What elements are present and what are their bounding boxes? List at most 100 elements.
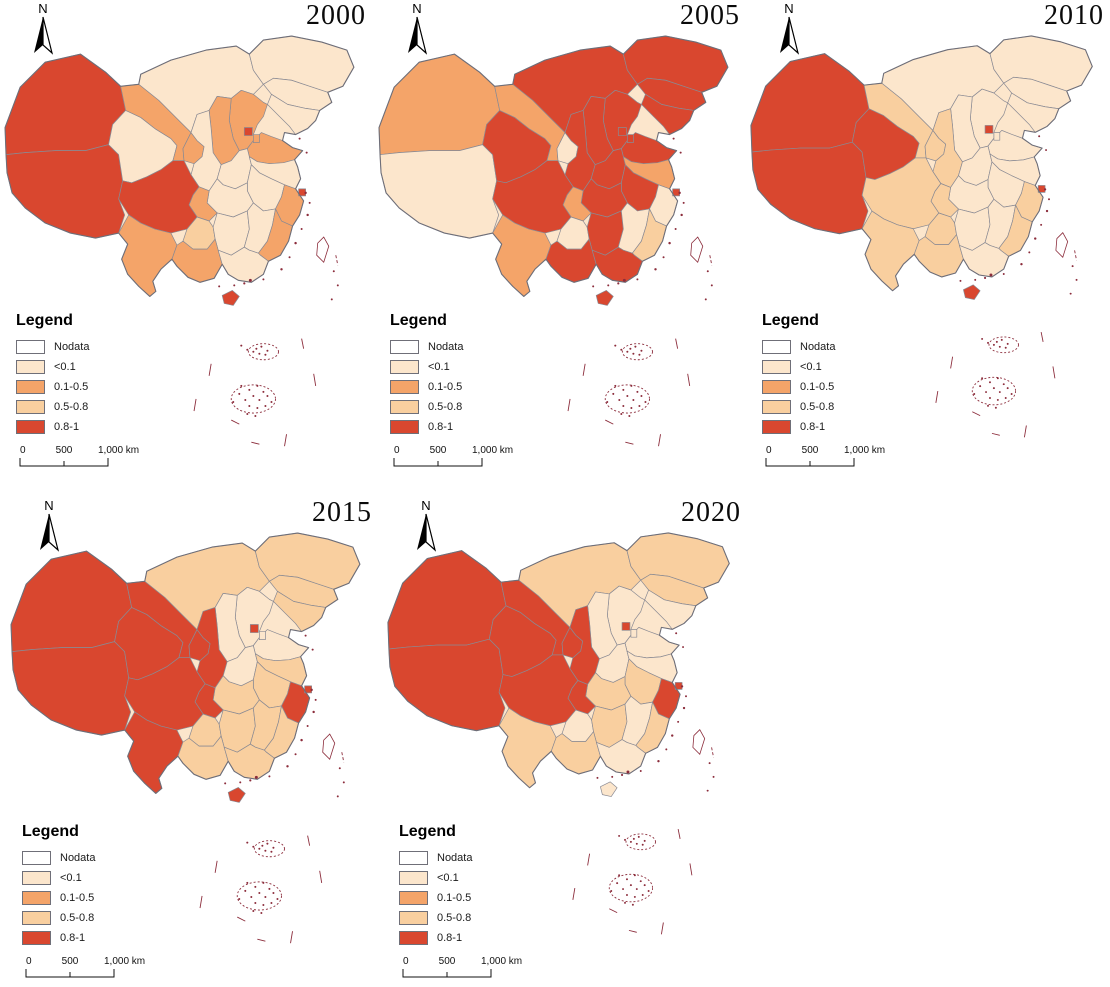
north-arrow-icon: [34, 16, 54, 55]
province-hainan: [963, 284, 981, 300]
legend-label: 0.5-0.8: [437, 912, 472, 924]
legend-swatch: [22, 891, 51, 905]
legend-item: 0.1-0.5: [16, 379, 166, 395]
map-area: [0, 32, 372, 464]
province-taiwan: [692, 729, 706, 756]
north-arrow: N: [400, 2, 434, 60]
legend-swatch: [762, 420, 791, 434]
china-choropleth-map: [378, 35, 729, 447]
legend-label: 0.1-0.5: [428, 381, 463, 393]
scale-bar: 0 500 1,000 km: [393, 445, 513, 467]
legend-swatch: [16, 360, 45, 374]
province-tianjin: [993, 131, 1001, 141]
north-label: N: [421, 498, 431, 513]
province-tibet: [751, 141, 869, 235]
scale-bar: 0 500 1,000 km: [25, 956, 145, 978]
province-layer: [378, 35, 729, 306]
scale-label-end: 1,000 km: [104, 956, 145, 967]
province-taiwan: [316, 236, 330, 263]
legend-swatch: [16, 340, 45, 354]
province-tianjin: [259, 631, 266, 640]
china-choropleth-map: [750, 35, 1093, 438]
legend-item: Nodata: [22, 850, 172, 866]
island-dashes: [193, 255, 339, 447]
map-panel-2010: N 2010: [746, 0, 1110, 485]
province-beijing: [243, 127, 253, 136]
legend-swatch: [16, 420, 45, 434]
scale-bar: 0 500 1,000 km: [765, 445, 885, 467]
island-dashes: [199, 752, 345, 944]
legend-item: 0.5-0.8: [22, 910, 172, 926]
legend-label: 0.8-1: [437, 932, 463, 944]
legend-swatch: [399, 891, 428, 905]
province-tianjin: [630, 628, 638, 638]
legend-item: 0.1-0.5: [22, 890, 172, 906]
province-xinjiang: [750, 53, 870, 153]
north-arrow: N: [409, 499, 443, 557]
china-choropleth-map: [10, 532, 361, 944]
province-hainan: [600, 781, 618, 797]
island-dots: [592, 137, 713, 418]
national-boundary: [4, 35, 355, 297]
national-boundary: [10, 532, 361, 794]
legend-swatch: [762, 400, 791, 414]
legend: Legend Nodata <0.1 0.1-0.5 0.5-0.8 0.8-1 0 500 1…: [762, 312, 912, 471]
legend: Legend Nodata <0.1 0.1-0.5 0.5-0.8 0.8-1 0 500 1…: [399, 823, 549, 982]
legend-title: Legend: [762, 312, 819, 329]
china-choropleth-map: [4, 35, 355, 447]
year-label: 2010: [1044, 0, 1104, 31]
scale-label-start: 0: [766, 445, 772, 456]
north-arrow: N: [32, 499, 66, 557]
scale-label-mid: 500: [56, 445, 73, 456]
scale-bar: 0 500 1,000 km: [19, 445, 139, 467]
province-hainan: [227, 787, 246, 803]
legend-swatch: [22, 851, 51, 865]
national-boundary: [378, 35, 729, 297]
legend-item: <0.1: [22, 870, 172, 886]
scale-label-start: 0: [20, 445, 26, 456]
legend-label: Nodata: [54, 341, 90, 353]
province-beijing: [984, 125, 994, 134]
legend-item: Nodata: [16, 339, 166, 355]
province-tibet: [379, 144, 500, 239]
china-choropleth-map: [387, 532, 730, 935]
map-area: [6, 529, 378, 961]
north-label: N: [784, 1, 794, 16]
province-tibet: [388, 638, 506, 732]
province-layer: [10, 532, 361, 803]
province-layer: [750, 35, 1093, 300]
legend-label: 0.8-1: [60, 932, 86, 944]
scale-label-mid: 500: [439, 956, 456, 967]
province-xinjiang: [4, 53, 127, 156]
legend-swatch: [390, 340, 419, 354]
legend: Legend Nodata <0.1 0.1-0.5 0.5-0.8 0.8-1 0 500 1…: [22, 823, 172, 982]
legend-item: <0.1: [762, 359, 912, 375]
province-hainan: [221, 290, 240, 306]
island-dashes: [935, 250, 1077, 438]
legend-item: <0.1: [390, 359, 540, 375]
legend-swatch: [399, 911, 428, 925]
legend-title: Legend: [16, 312, 73, 329]
province-beijing: [621, 622, 631, 631]
legend-swatch: [399, 931, 428, 945]
province-layer: [387, 532, 730, 797]
legend: Legend Nodata <0.1 0.1-0.5 0.5-0.8 0.8-1 0 500 1…: [16, 312, 166, 471]
legend-item: Nodata: [399, 850, 549, 866]
legend-label: 0.8-1: [800, 421, 826, 433]
scale-label-mid: 500: [430, 445, 447, 456]
legend-item: 0.1-0.5: [399, 890, 549, 906]
scale-bar: 0 500 1,000 km: [402, 956, 522, 978]
scale-label-end: 1,000 km: [472, 445, 513, 456]
year-label: 2000: [306, 0, 366, 31]
island-dots: [596, 632, 715, 906]
legend-item: 0.1-0.5: [762, 379, 912, 395]
legend-label: 0.5-0.8: [428, 401, 463, 413]
legend-label: <0.1: [437, 872, 459, 884]
legend-label: Nodata: [800, 341, 836, 353]
north-arrow-icon: [780, 16, 800, 55]
legend-item: 0.8-1: [390, 419, 540, 435]
legend-swatch: [390, 400, 419, 414]
legend-item: 0.5-0.8: [390, 399, 540, 415]
legend-item: 0.5-0.8: [16, 399, 166, 415]
island-dashes: [572, 747, 714, 935]
